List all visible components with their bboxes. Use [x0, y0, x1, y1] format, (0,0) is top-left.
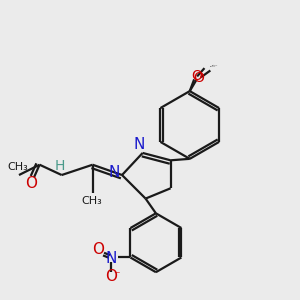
Text: H: H — [55, 159, 65, 172]
Text: CH₃: CH₃ — [81, 196, 102, 206]
Text: CH₃: CH₃ — [7, 162, 28, 172]
Text: methoxy: methoxy — [212, 65, 218, 66]
Text: methoxy: methoxy — [210, 66, 216, 67]
Text: O: O — [105, 269, 117, 284]
Text: O: O — [25, 176, 37, 191]
Text: N: N — [134, 137, 145, 152]
Text: O: O — [92, 242, 104, 257]
Text: N: N — [108, 165, 119, 180]
Text: O: O — [193, 71, 204, 85]
Text: ⁻: ⁻ — [113, 269, 120, 283]
Text: N: N — [106, 251, 117, 266]
Text: O: O — [192, 69, 203, 83]
